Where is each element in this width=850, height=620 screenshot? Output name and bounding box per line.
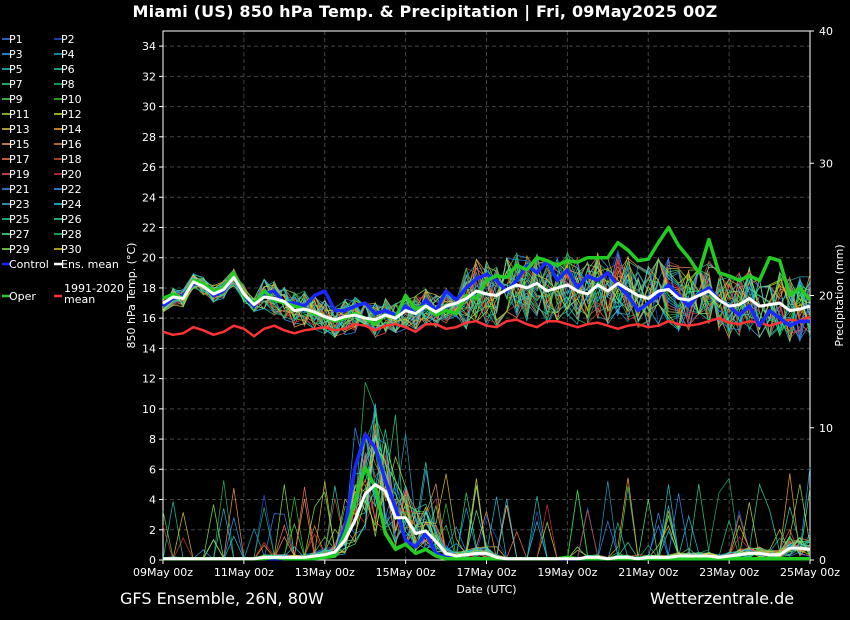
site-credit: Wetterzentrale.de bbox=[650, 589, 795, 608]
legend-label: P8 bbox=[61, 78, 75, 91]
legend-label: P20 bbox=[61, 168, 82, 181]
y-tick-label: 14 bbox=[142, 342, 156, 355]
legend-label: P28 bbox=[61, 228, 82, 241]
legend-label: P30 bbox=[61, 243, 82, 256]
legend-label: P18 bbox=[61, 153, 82, 166]
y2-tick-label: 0 bbox=[819, 554, 826, 567]
y2-tick-label: 40 bbox=[819, 25, 833, 38]
y-tick-label: 34 bbox=[142, 40, 156, 53]
y-tick-label: 2 bbox=[149, 524, 156, 537]
legend-label: P16 bbox=[61, 138, 82, 151]
x-tick-label: 19May 00z bbox=[537, 566, 597, 579]
control-temp-line bbox=[161, 258, 810, 328]
x-tick-label: 23May 00z bbox=[699, 566, 759, 579]
legend-label: P17 bbox=[9, 153, 30, 166]
x-tick-label: 11May 00z bbox=[214, 566, 274, 579]
legend-label: P1 bbox=[9, 33, 23, 46]
y2-tick-label: 10 bbox=[819, 422, 833, 435]
y-tick-label: 28 bbox=[142, 131, 156, 144]
legend-label: Oper bbox=[9, 290, 36, 303]
legend-label: P9 bbox=[9, 93, 23, 106]
member-temp-line bbox=[162, 249, 811, 338]
y2-tick-label: 30 bbox=[819, 157, 833, 170]
x-tick-label: 13May 00z bbox=[295, 566, 355, 579]
legend: P1 P2 P3 P4 P5 P6 P7 P8 P9 P10 P11 P12 P13 P14 P15 P16 P… bbox=[2, 33, 124, 306]
y-tick-label: 20 bbox=[142, 252, 156, 265]
legend-label: P21 bbox=[9, 183, 30, 196]
legend-label: P4 bbox=[61, 48, 75, 61]
legend-label: Ens. mean bbox=[61, 258, 119, 271]
member-temp-line bbox=[162, 266, 811, 338]
legend-label: P25 bbox=[9, 213, 30, 226]
legend-label: 1991-2020 bbox=[64, 282, 124, 295]
y-axis-label: 850 hPa Temp. (°C) bbox=[125, 243, 138, 349]
legend-label: P2 bbox=[61, 33, 75, 46]
model-info: GFS Ensemble, 26N, 80W bbox=[120, 589, 324, 608]
legend-label: P29 bbox=[9, 243, 30, 256]
y-tick-label: 22 bbox=[142, 221, 156, 234]
legend-label: P3 bbox=[9, 48, 23, 61]
mean-precip-line bbox=[163, 483, 811, 561]
y-tick-label: 24 bbox=[142, 191, 156, 204]
legend-label: P5 bbox=[9, 63, 23, 76]
legend-label: P13 bbox=[9, 123, 30, 136]
x-tick-label: 15May 00z bbox=[376, 566, 436, 579]
x-tick-label: 25May 00z bbox=[780, 566, 840, 579]
y-tick-label: 6 bbox=[149, 463, 156, 476]
legend-label: P11 bbox=[9, 108, 30, 121]
legend-label: mean bbox=[64, 293, 95, 306]
legend-label: P14 bbox=[61, 123, 82, 136]
chart-title: Miami (US) 850 hPa Temp. & Precipitation… bbox=[132, 2, 718, 21]
member-temp-line bbox=[162, 252, 811, 336]
legend-label: P6 bbox=[61, 63, 75, 76]
y-tick-label: 10 bbox=[142, 403, 156, 416]
legend-label: P22 bbox=[61, 183, 82, 196]
legend-label: P15 bbox=[9, 138, 30, 151]
legend-label: P19 bbox=[9, 168, 30, 181]
member-temp-line bbox=[162, 257, 811, 340]
legend-label: P23 bbox=[9, 198, 30, 211]
legend-label: Control bbox=[9, 258, 49, 271]
legend-label: P24 bbox=[61, 198, 82, 211]
y-tick-label: 32 bbox=[142, 70, 156, 83]
y-tick-label: 0 bbox=[149, 554, 156, 567]
x-tick-label: 09May 00z bbox=[133, 566, 193, 579]
y-tick-label: 8 bbox=[149, 433, 156, 446]
legend-label: P27 bbox=[9, 228, 30, 241]
y-tick-label: 26 bbox=[142, 161, 156, 174]
y-tick-label: 30 bbox=[142, 101, 156, 114]
y2-axis-label: Precipitation (mm) bbox=[833, 244, 846, 346]
x-axis-label: Date (UTC) bbox=[456, 583, 516, 596]
y-tick-label: 4 bbox=[149, 494, 156, 507]
y2-tick-label: 20 bbox=[819, 290, 833, 303]
legend-label: P7 bbox=[9, 78, 23, 91]
x-tick-label: 17May 00z bbox=[456, 566, 516, 579]
legend-label: P10 bbox=[61, 93, 82, 106]
y-tick-label: 16 bbox=[142, 312, 156, 325]
mean-temp-line bbox=[162, 275, 811, 322]
legend-label: P12 bbox=[61, 108, 82, 121]
climate-mean-line bbox=[162, 315, 811, 338]
x-tick-label: 21May 00z bbox=[618, 566, 678, 579]
y-tick-label: 18 bbox=[142, 282, 156, 295]
legend-label: P26 bbox=[61, 213, 82, 226]
y-tick-label: 12 bbox=[142, 373, 156, 386]
